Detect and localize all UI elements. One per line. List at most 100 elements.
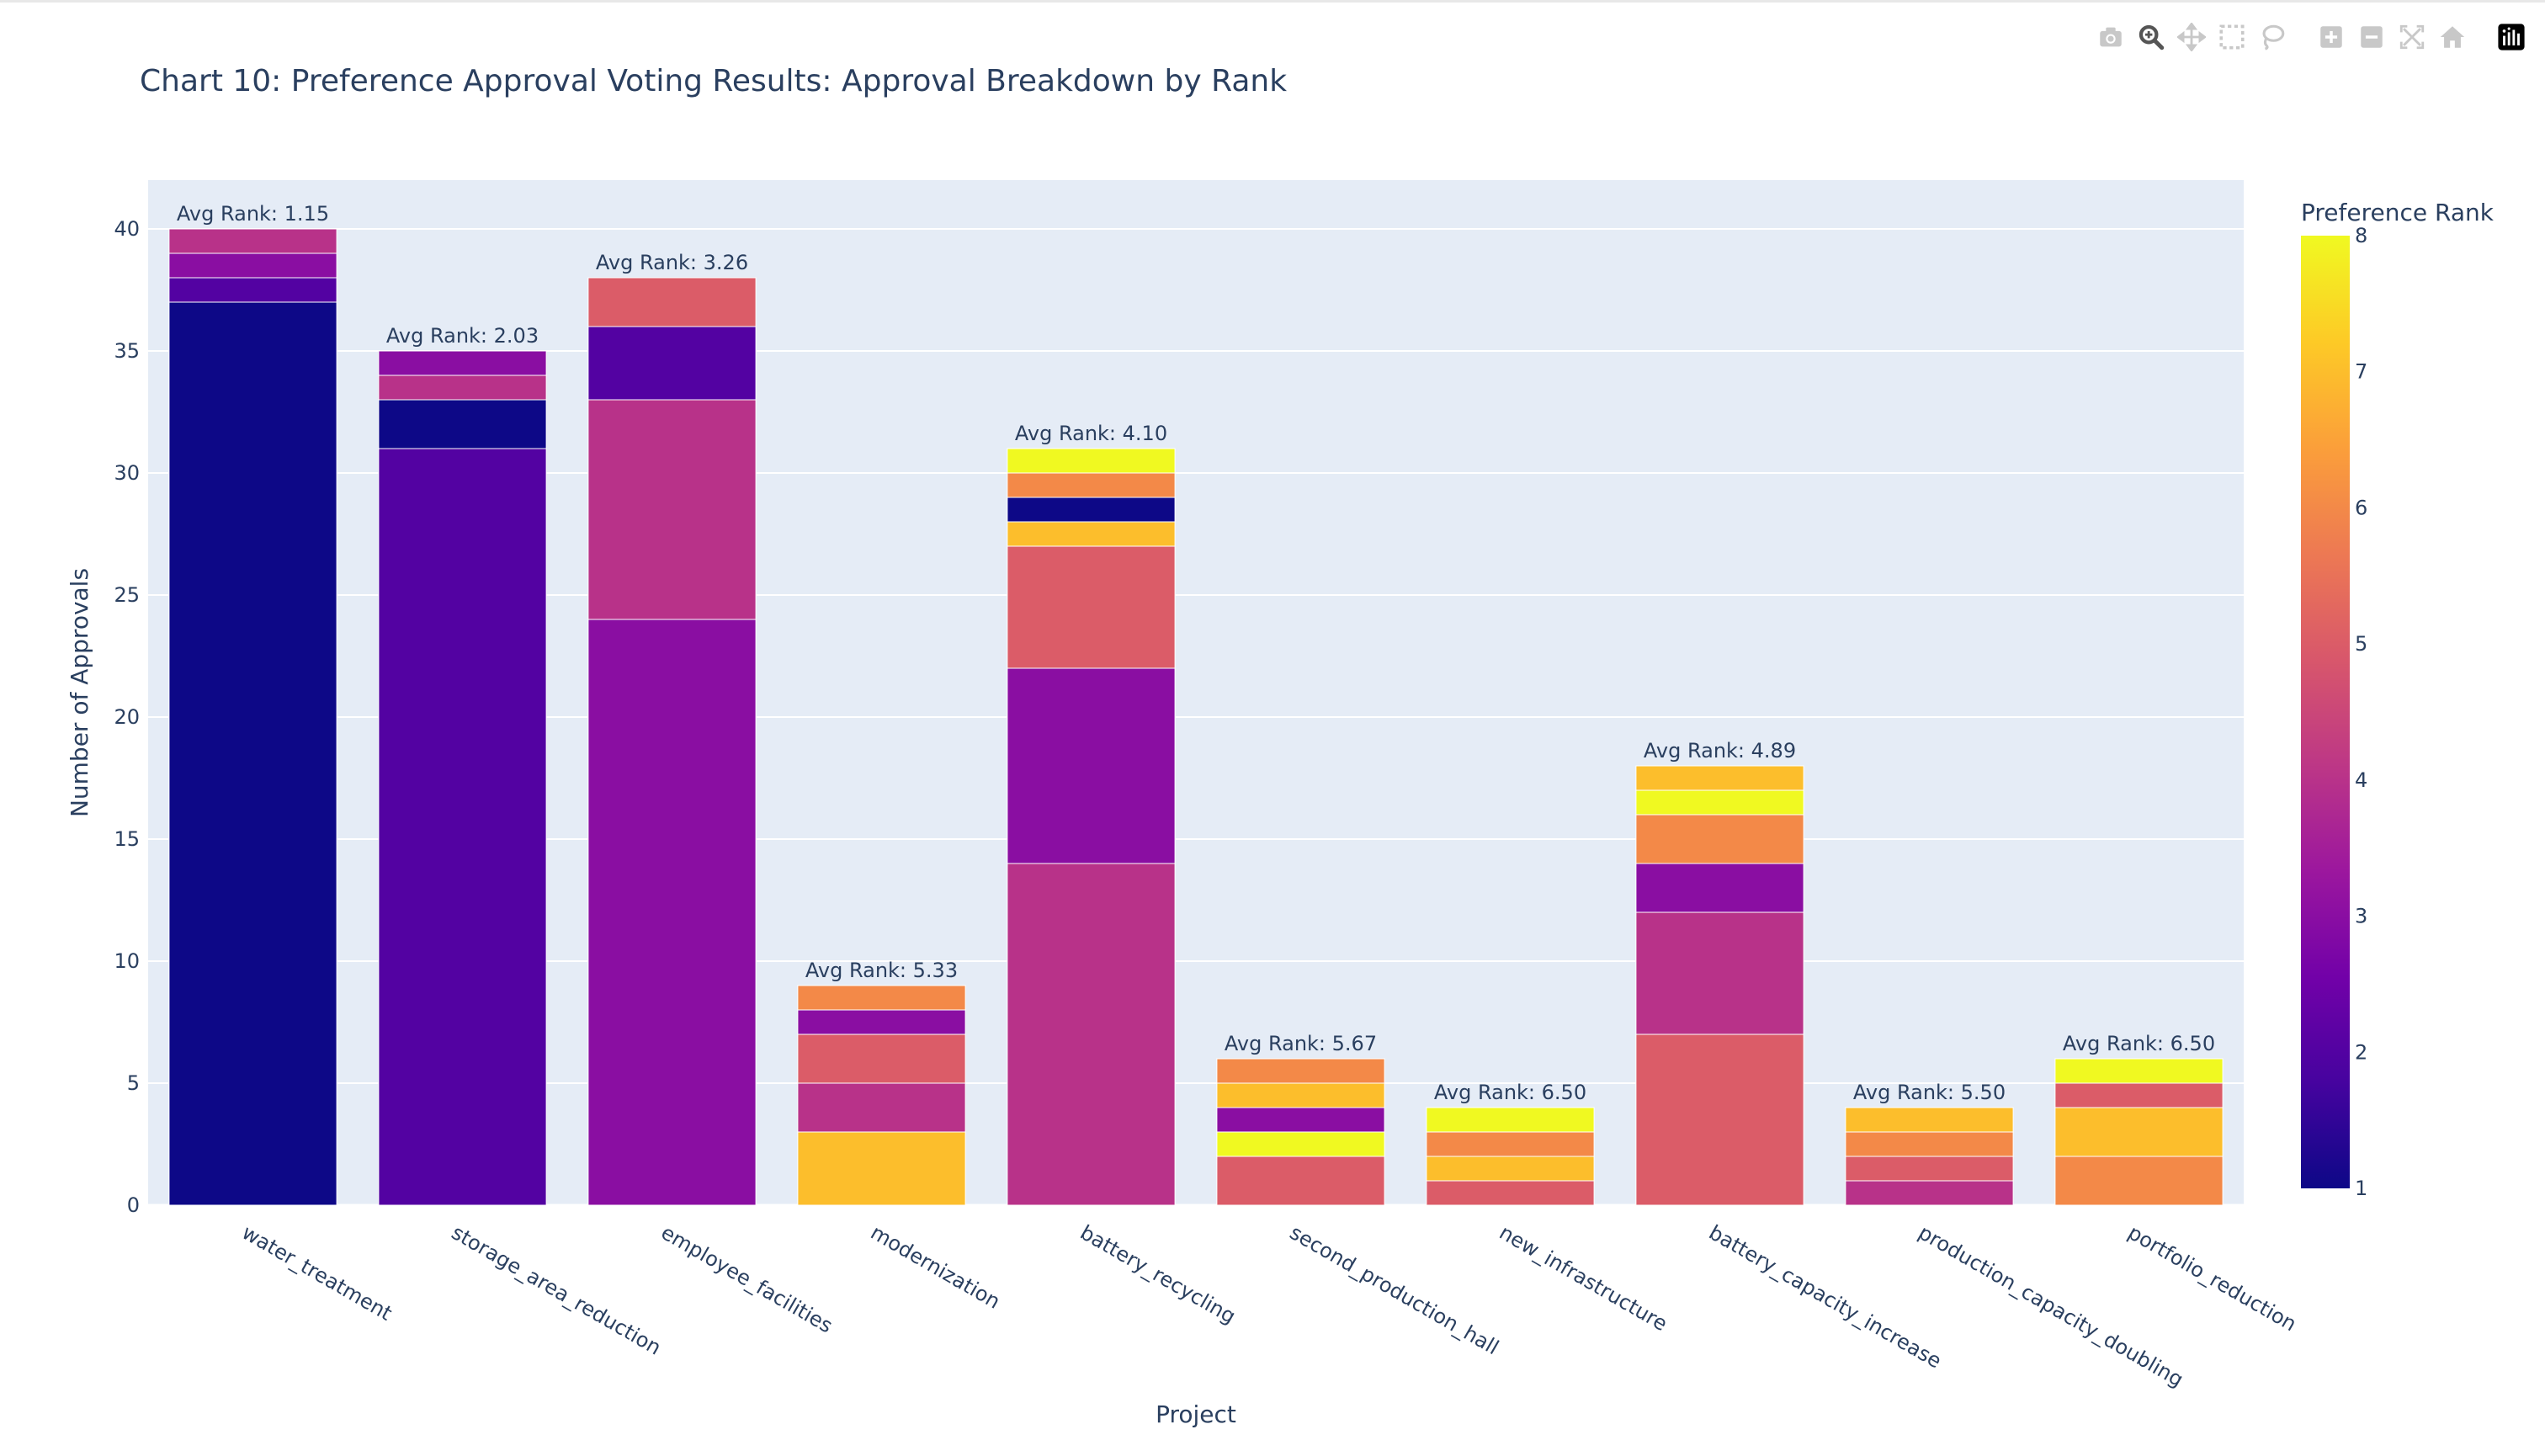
bar-segment[interactable] <box>1007 448 1176 474</box>
bar-segment[interactable] <box>797 1034 966 1084</box>
bar-segment[interactable] <box>378 399 547 449</box>
bar-segment[interactable] <box>1216 1131 1385 1157</box>
bar-segment[interactable] <box>168 252 337 279</box>
zoom-out-icon[interactable] <box>2351 17 2392 57</box>
bar-segment[interactable] <box>797 1082 966 1133</box>
camera-icon[interactable] <box>2091 17 2131 57</box>
bar-segment[interactable] <box>1426 1131 1595 1157</box>
bar-segment[interactable] <box>168 228 337 254</box>
colorbar-title: Preference Rank <box>2301 199 2495 226</box>
x-tick-label: employee_facilities <box>657 1220 837 1337</box>
bar-segment[interactable] <box>1845 1156 2014 1182</box>
bar-segment[interactable] <box>1635 765 1804 791</box>
bar-segment[interactable] <box>378 375 547 401</box>
lasso-select-icon[interactable] <box>2252 17 2293 57</box>
colorbar-tick-label: 7 <box>2355 360 2367 384</box>
bar-segment[interactable] <box>378 350 547 376</box>
y-tick-label: 25 <box>114 583 140 607</box>
x-tick-label: storage_area_reduction <box>448 1220 666 1359</box>
colorbar-tick-label: 6 <box>2355 496 2367 519</box>
pan-icon[interactable] <box>2171 17 2212 57</box>
x-tick-label: second_production_hall <box>1286 1220 1503 1359</box>
bar-segment[interactable] <box>378 448 547 1206</box>
bar-segment[interactable] <box>1426 1156 1595 1182</box>
avg-rank-annotation: Avg Rank: 5.33 <box>805 959 958 982</box>
colorbar-tick-label: 5 <box>2355 632 2367 656</box>
y-tick-label: 0 <box>127 1193 140 1217</box>
avg-rank-annotation: Avg Rank: 6.50 <box>2063 1032 2215 1055</box>
colorbar-tick-label: 4 <box>2355 768 2367 792</box>
autoscale-icon[interactable] <box>2392 17 2432 57</box>
bar-segment[interactable] <box>2054 1082 2224 1108</box>
zoom-icon[interactable] <box>2131 17 2171 57</box>
bar-segment[interactable] <box>2054 1107 2224 1157</box>
x-tick-label: battery_recycling <box>1076 1220 1240 1328</box>
bar-segment[interactable] <box>1216 1082 1385 1108</box>
bar-segment[interactable] <box>1635 911 1804 1035</box>
bar-segment[interactable] <box>1007 497 1176 523</box>
bar-segment[interactable] <box>1007 521 1176 547</box>
avg-rank-annotation: Avg Rank: 2.03 <box>386 324 539 348</box>
bar-segment[interactable] <box>587 399 757 620</box>
colorbar-gradient <box>2301 236 2350 1188</box>
bar-segment[interactable] <box>797 1009 966 1035</box>
bar-segment[interactable] <box>1216 1058 1385 1084</box>
colorbar: Preference Rank 1 2 3 4 5 6 7 8 <box>2301 199 2495 1200</box>
colorbar-ticks: 1 2 3 4 5 6 7 8 <box>2355 224 2367 1200</box>
y-axis-title: Number of Approvals <box>66 568 93 817</box>
bar-segment[interactable] <box>1007 472 1176 498</box>
x-tick-label: battery_capacity_increase <box>1705 1220 1946 1373</box>
box-select-icon[interactable] <box>2212 17 2252 57</box>
bar-segment[interactable] <box>797 1131 966 1206</box>
bar-segment[interactable] <box>1007 545 1176 669</box>
bar-segment[interactable] <box>1635 789 1804 816</box>
bar-segment[interactable] <box>1635 814 1804 864</box>
y-tick-label: 5 <box>127 1071 140 1095</box>
y-tick-label: 30 <box>114 461 140 485</box>
plotly-logo-icon[interactable] <box>2491 17 2532 57</box>
avg-rank-annotation: Avg Rank: 6.50 <box>1434 1081 1586 1104</box>
x-tick-label: modernization <box>867 1220 1005 1314</box>
bar-segment[interactable] <box>168 301 337 1206</box>
bar-segment[interactable] <box>168 277 337 303</box>
zoom-in-icon[interactable] <box>2311 17 2351 57</box>
bar-segment[interactable] <box>2054 1156 2224 1206</box>
bar-segment[interactable] <box>1216 1107 1385 1133</box>
avg-rank-annotation: Avg Rank: 5.67 <box>1225 1032 1377 1055</box>
colorbar-tick-label: 3 <box>2355 905 2367 928</box>
bar-segment[interactable] <box>1635 1034 1804 1206</box>
bar-annotations: Avg Rank: 1.15 Avg Rank: 2.03 Avg Rank: 3.… <box>177 202 2215 1104</box>
x-tick-label: new_infrastructure <box>1496 1220 1671 1336</box>
colorbar-tick-label: 2 <box>2355 1040 2367 1064</box>
colorbar-tick-label: 8 <box>2355 224 2367 247</box>
bar-segment[interactable] <box>1216 1156 1385 1206</box>
bar-segment[interactable] <box>587 619 757 1206</box>
colorbar-tick-label: 1 <box>2355 1177 2367 1200</box>
x-axis-title: Project <box>1156 1400 1236 1428</box>
y-tick-label: 20 <box>114 705 140 729</box>
bar-segment[interactable] <box>797 985 966 1011</box>
bar-segment[interactable] <box>587 277 757 327</box>
bar-segment[interactable] <box>1007 863 1176 1206</box>
bar-segment[interactable] <box>1007 667 1176 864</box>
avg-rank-annotation: Avg Rank: 1.15 <box>177 202 329 226</box>
y-tick-label: 35 <box>114 339 140 363</box>
chart-title: Chart 10: Preference Approval Voting Res… <box>140 64 1288 98</box>
bar-segment[interactable] <box>1426 1107 1595 1133</box>
bar-segment[interactable] <box>1845 1107 2014 1133</box>
bar-segment[interactable] <box>1635 863 1804 913</box>
bar-segment[interactable] <box>1426 1180 1595 1206</box>
bar-segment[interactable] <box>587 326 757 401</box>
x-tick-label: portfolio_reduction <box>2124 1220 2301 1336</box>
reset-axes-icon[interactable] <box>2432 17 2473 57</box>
y-tick-label: 15 <box>114 827 140 851</box>
x-axis-ticks: water_treatment storage_area_reductionemp… <box>238 1220 2301 1391</box>
bar-segment[interactable] <box>2054 1058 2224 1084</box>
y-axis-ticks: 0 5 10 15 20 25 30 35 40 <box>114 217 140 1217</box>
avg-rank-annotation: Avg Rank: 5.50 <box>1853 1081 2006 1104</box>
avg-rank-annotation: Avg Rank: 4.89 <box>1644 739 1796 763</box>
bar-segment[interactable] <box>1845 1131 2014 1157</box>
x-tick-label: water_treatment <box>238 1220 396 1326</box>
bar-segment[interactable] <box>1845 1180 2014 1206</box>
